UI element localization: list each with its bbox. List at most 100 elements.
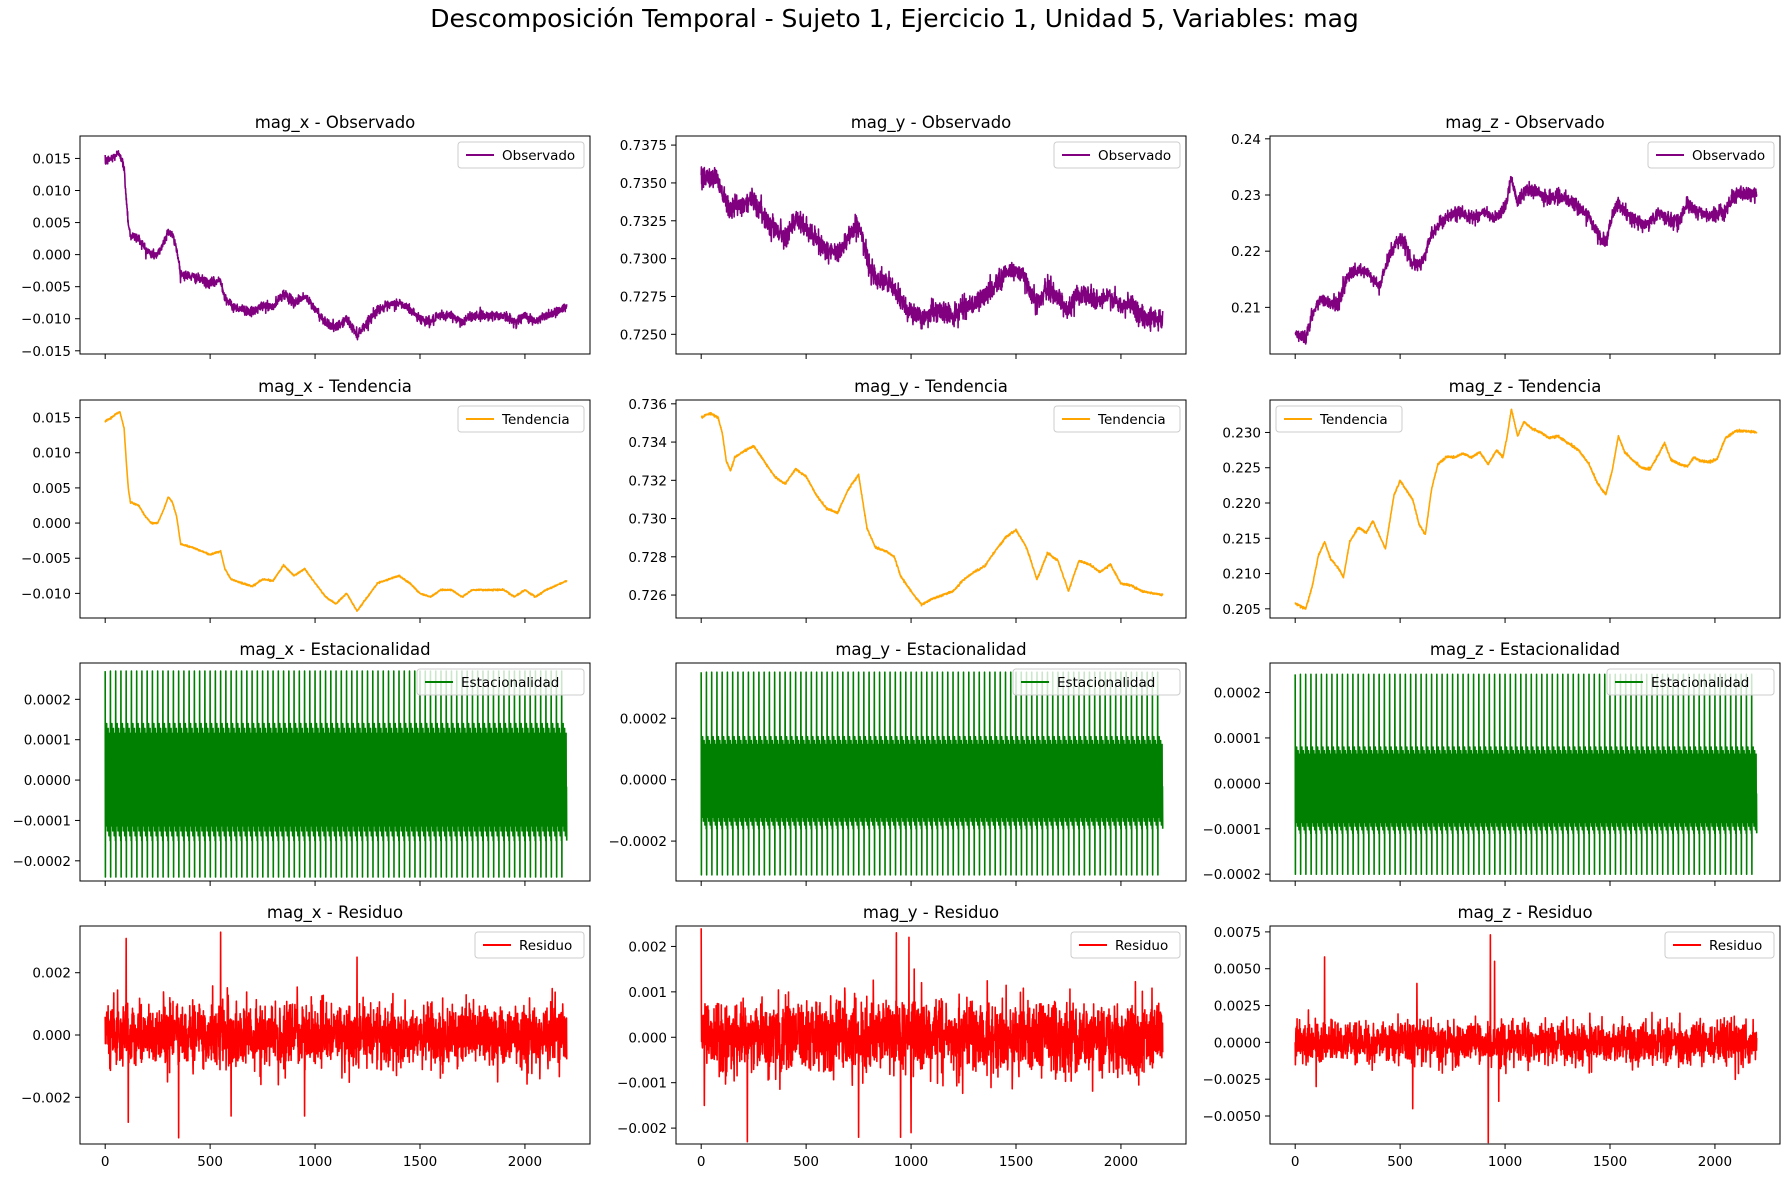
series-line-group <box>1294 408 1758 610</box>
y-tick-label: 0.015 <box>32 151 71 167</box>
series-line <box>104 149 568 341</box>
legend: Residuo <box>1664 931 1775 959</box>
x-tick-label: 0 <box>697 1154 706 1170</box>
subplot-2: mag_y - Observado 0.7250 0.7275 0.7300 0.732… <box>620 113 1187 359</box>
legend-label: Residuo <box>519 938 572 954</box>
y-tick-label: 0.7250 <box>620 327 667 343</box>
legend-label: Residuo <box>1115 938 1168 954</box>
legend: Residuo <box>1070 931 1181 959</box>
legend: Observado <box>457 141 585 169</box>
y-tick-label: 0.0000 <box>24 773 71 789</box>
series-line-group <box>700 671 1164 876</box>
series-line <box>1294 175 1758 345</box>
y-tick-label: 0.0075 <box>1214 925 1261 941</box>
legend-box <box>474 931 585 959</box>
subplot-6: mag_z - Tendencia 0.205 0.210 0.215 0.220 0.2… <box>1222 377 1781 623</box>
y-tick-label: 0.0001 <box>24 733 71 749</box>
legend-box <box>457 405 585 433</box>
legend: Tendencia <box>1275 405 1403 433</box>
y-tick-label: −0.0001 <box>12 813 71 829</box>
y-tick-label: 0.215 <box>1222 531 1261 547</box>
legend-box <box>1664 931 1775 959</box>
y-tick-label: 0.0002 <box>620 711 667 727</box>
x-tick-label: 1000 <box>1488 1154 1522 1170</box>
y-tick-label: 0.7300 <box>620 252 667 268</box>
axes-frame <box>675 399 1187 619</box>
x-tick-label: 1000 <box>894 1154 928 1170</box>
x-tick-label: 1500 <box>999 1154 1033 1170</box>
x-tick-label: 1000 <box>298 1154 332 1170</box>
y-tick-label: −0.0002 <box>608 834 667 850</box>
y-tick-label: 0.210 <box>1222 567 1261 583</box>
legend-box <box>416 668 585 696</box>
subplot-1: mag_x - Observado −0.015 −0.010 −0.005 0.000… <box>21 113 591 360</box>
series-line <box>104 670 568 878</box>
legend-box <box>457 141 585 169</box>
y-tick-label: 0.726 <box>628 588 667 604</box>
subplot-title: mag_x - Tendencia <box>258 377 412 397</box>
y-tick-label: 0.225 <box>1222 461 1261 477</box>
legend-box <box>1012 668 1181 696</box>
y-tick-label: 0.7350 <box>620 176 667 192</box>
y-tick-label: 0.000 <box>32 1028 71 1044</box>
series-line-group <box>104 670 568 878</box>
legend-label: Observado <box>502 148 575 164</box>
y-tick-label: 0.24 <box>1231 132 1261 148</box>
legend-label: Tendencia <box>1319 412 1388 428</box>
y-tick-label: −0.0025 <box>1202 1072 1261 1088</box>
legend: Tendencia <box>1053 405 1181 433</box>
subplot-title: mag_z - Residuo <box>1457 903 1592 923</box>
series-line <box>1294 408 1758 610</box>
legend: Estacionalidad <box>1012 668 1181 696</box>
axes-frame <box>79 662 591 882</box>
y-tick-label: −0.015 <box>21 344 71 360</box>
subplot-title: mag_x - Estacionalidad <box>239 640 430 660</box>
series-line <box>104 931 568 1139</box>
y-tick-label: 0.015 <box>32 411 71 427</box>
x-tick-label: 0 <box>101 1154 110 1170</box>
subplot-4: mag_x - Tendencia −0.010 −0.005 0.000 0.005 0… <box>21 377 591 623</box>
axes-frame <box>1269 662 1781 882</box>
y-tick-label: 0.010 <box>32 184 71 200</box>
series-line-group <box>1294 673 1758 875</box>
legend-label: Estacionalidad <box>1651 675 1749 691</box>
legend-label: Estacionalidad <box>461 675 559 691</box>
x-tick-label: 2000 <box>1104 1154 1138 1170</box>
y-tick-label: 0.0000 <box>620 773 667 789</box>
x-tick-label: 2000 <box>1698 1154 1732 1170</box>
y-tick-label: 0.002 <box>32 966 71 982</box>
axes-frame <box>1269 925 1781 1145</box>
y-tick-label: 0.734 <box>628 435 667 451</box>
x-tick-label: 500 <box>197 1154 223 1170</box>
y-tick-label: 0.22 <box>1231 244 1261 260</box>
y-tick-label: 0.23 <box>1231 188 1261 204</box>
y-tick-label: −0.002 <box>617 1121 667 1137</box>
subplot-title: mag_x - Residuo <box>267 903 403 923</box>
y-tick-label: 0.0050 <box>1214 962 1261 978</box>
y-tick-label: 0.730 <box>628 512 667 528</box>
subplot-3: mag_z - Observado 0.21 0.22 0.23 0.24 Observa… <box>1231 113 1781 359</box>
series-line-group <box>1294 175 1758 345</box>
x-tick-label: 0 <box>1291 1154 1300 1170</box>
y-tick-label: 0.001 <box>628 985 667 1001</box>
series-line <box>700 411 1164 607</box>
legend-label: Residuo <box>1709 938 1762 954</box>
series-line <box>104 411 568 612</box>
y-tick-label: 0.002 <box>628 939 667 955</box>
series-line <box>700 928 1164 1143</box>
x-tick-label: 2000 <box>508 1154 542 1170</box>
axes-frame <box>79 399 591 619</box>
y-tick-label: 0.005 <box>32 216 71 232</box>
legend-label: Tendencia <box>1097 412 1166 428</box>
y-tick-label: 0.010 <box>32 446 71 462</box>
y-tick-label: 0.21 <box>1231 300 1261 316</box>
y-tick-label: 0.7375 <box>620 138 667 154</box>
subplot-title: mag_y - Estacionalidad <box>835 640 1026 660</box>
y-tick-label: 0.0025 <box>1214 999 1261 1015</box>
legend-label: Estacionalidad <box>1057 675 1155 691</box>
y-tick-label: −0.010 <box>21 312 71 328</box>
y-tick-label: −0.0002 <box>12 854 71 870</box>
subplot-title: mag_y - Tendencia <box>854 377 1008 397</box>
axes-frame <box>79 135 591 355</box>
series-line <box>1294 934 1758 1144</box>
